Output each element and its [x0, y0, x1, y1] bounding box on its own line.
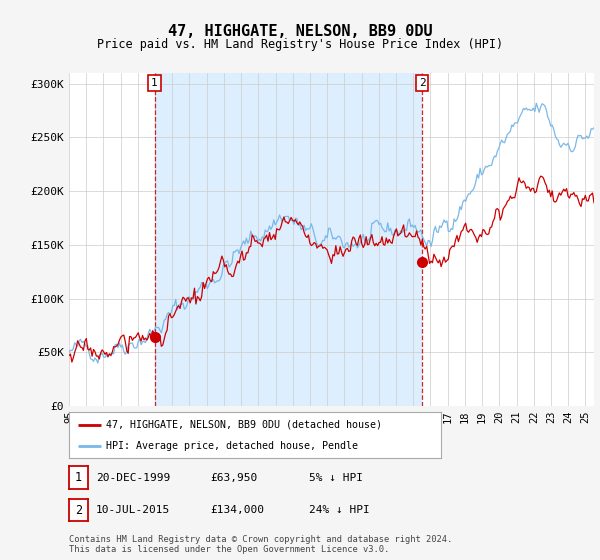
- Text: 5% ↓ HPI: 5% ↓ HPI: [309, 473, 363, 483]
- Text: 20-DEC-1999: 20-DEC-1999: [96, 473, 170, 483]
- Text: 47, HIGHGATE, NELSON, BB9 0DU: 47, HIGHGATE, NELSON, BB9 0DU: [167, 24, 433, 39]
- Text: HPI: Average price, detached house, Pendle: HPI: Average price, detached house, Pend…: [106, 441, 358, 451]
- Text: 2: 2: [419, 78, 425, 88]
- Text: 24% ↓ HPI: 24% ↓ HPI: [309, 505, 370, 515]
- Text: Price paid vs. HM Land Registry's House Price Index (HPI): Price paid vs. HM Land Registry's House …: [97, 38, 503, 51]
- Text: Contains HM Land Registry data © Crown copyright and database right 2024.
This d: Contains HM Land Registry data © Crown c…: [69, 535, 452, 554]
- Text: £63,950: £63,950: [210, 473, 257, 483]
- Text: 47, HIGHGATE, NELSON, BB9 0DU (detached house): 47, HIGHGATE, NELSON, BB9 0DU (detached …: [106, 419, 382, 430]
- Bar: [155, 73, 422, 406]
- Text: 1: 1: [151, 78, 158, 88]
- Text: 2: 2: [75, 503, 82, 517]
- Text: £134,000: £134,000: [210, 505, 264, 515]
- Text: 1: 1: [75, 471, 82, 484]
- Text: 10-JUL-2015: 10-JUL-2015: [96, 505, 170, 515]
